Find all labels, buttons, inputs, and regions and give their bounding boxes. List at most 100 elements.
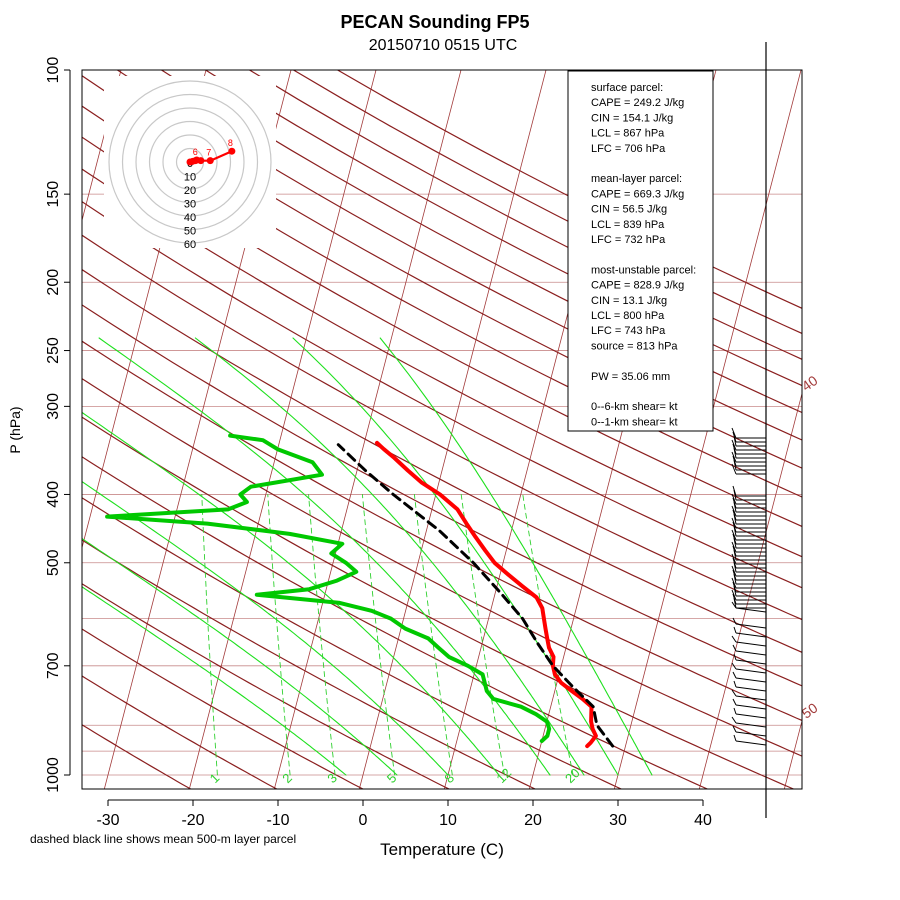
y-tick-label: 700 xyxy=(45,652,62,679)
stats-line: CAPE = 669.3 J/kg xyxy=(591,188,684,200)
stats-line: LFC = 743 hPa xyxy=(591,325,666,337)
stats-line: PW = 35.06 mm xyxy=(591,371,670,383)
wind-barb-flag xyxy=(731,427,737,439)
y-tick-label: 100 xyxy=(45,57,62,84)
y-tick-label: 1000 xyxy=(45,757,62,793)
x-tick-label: 40 xyxy=(694,812,712,829)
mixing-ratio-line xyxy=(201,494,218,776)
hodograph-ring xyxy=(148,120,232,204)
temperature-profile-line xyxy=(375,440,598,749)
moist-adiabat-line xyxy=(98,337,551,776)
hodograph-ring-label: 10 xyxy=(184,172,196,184)
stats-line: LFC = 732 hPa xyxy=(591,234,666,246)
hodograph-point-label: 6 xyxy=(193,147,198,157)
wind-barb-flag xyxy=(731,565,737,577)
wind-barb xyxy=(735,695,767,701)
wind-barb-flag xyxy=(731,577,737,589)
y-axis-label: P (hPa) xyxy=(7,406,23,453)
wind-barb-flag xyxy=(731,716,737,724)
stats-line: CIN = 56.5 J/kg xyxy=(591,204,667,216)
plot-frame xyxy=(81,69,803,790)
wind-barb-flag xyxy=(732,617,737,625)
x-axis-label: Temperature (C) xyxy=(380,840,504,859)
wind-barb-flag xyxy=(733,513,737,525)
stats-line: most-unstable parcel: xyxy=(591,264,696,276)
wind-barb-flag xyxy=(731,529,737,541)
wind-barb-flag xyxy=(733,680,737,688)
wind-barb-flag xyxy=(733,549,737,561)
hodograph-point xyxy=(197,157,205,165)
moist-adiabat-line xyxy=(82,480,449,776)
hodograph-point-label: 7 xyxy=(206,148,211,158)
hodograph-ring xyxy=(108,80,272,244)
wind-barb-flag xyxy=(733,489,737,501)
x-tick-label: -10 xyxy=(266,812,289,829)
hodograph-ring-label: 30 xyxy=(184,199,196,211)
dry-adiabat-line xyxy=(82,268,802,653)
moist-adiabat-line xyxy=(82,537,398,776)
mixing-ratio-line xyxy=(361,494,396,776)
stats-line: LCL = 800 hPa xyxy=(591,310,665,322)
sounding-profiles xyxy=(105,433,615,749)
stats-line: CIN = 13.1 J/kg xyxy=(591,295,667,307)
wind-barb-flag xyxy=(732,725,737,733)
moist-adiabat-line xyxy=(379,337,653,776)
y-tick-label: 400 xyxy=(45,481,62,508)
wind-barbs xyxy=(731,42,767,818)
mixing-ratio-line xyxy=(308,494,336,776)
hodograph-ring xyxy=(162,134,218,190)
wind-barb-flag xyxy=(733,653,737,661)
dry-adiabat-line xyxy=(82,136,802,528)
wind-barb-flag xyxy=(731,635,737,643)
wind-barb-flag xyxy=(731,662,737,670)
dry-adiabat-line xyxy=(82,583,451,789)
wind-barb xyxy=(735,704,767,710)
stats-line: LFC = 706 hPa xyxy=(591,143,666,155)
dry-adiabat-line xyxy=(82,234,802,621)
dry-adiabat-line xyxy=(82,340,802,722)
wind-barb-flag xyxy=(733,626,737,634)
dry-adiabat-line xyxy=(82,628,365,789)
wind-barb xyxy=(735,740,767,746)
isotherm-line xyxy=(273,70,462,789)
wind-barb xyxy=(735,623,767,629)
stats-line: LCL = 867 hPa xyxy=(591,128,665,140)
hodograph-ring xyxy=(135,107,245,217)
wind-barb xyxy=(735,677,767,683)
y-tick-label: 200 xyxy=(45,269,62,296)
hodograph-ring-label: 20 xyxy=(184,185,196,197)
x-tick-label: -30 xyxy=(96,812,119,829)
wind-barb-flag xyxy=(731,541,737,553)
dry-adiabat-line xyxy=(82,377,802,757)
wind-barb-flag xyxy=(731,589,737,601)
stats-line: CAPE = 828.9 J/kg xyxy=(591,280,684,292)
dry-adiabat-line xyxy=(82,497,623,789)
hodograph-point-label: 8 xyxy=(228,138,233,148)
wind-barb xyxy=(735,650,767,656)
moist-adiabat-line xyxy=(82,586,347,776)
wind-barb-flag xyxy=(731,493,737,505)
footnote: dashed black line shows mean 500-m layer… xyxy=(30,832,296,846)
wind-barb-flag xyxy=(731,451,737,463)
dry-adiabat-line xyxy=(82,724,192,789)
stats-line: CAPE = 249.2 J/kg xyxy=(591,97,684,109)
wind-barb-flag xyxy=(733,525,737,537)
hodograph-point xyxy=(206,157,214,165)
wind-barb-flag xyxy=(733,597,737,609)
x-tick-label: 10 xyxy=(439,812,457,829)
wind-barb-flag xyxy=(731,439,737,451)
wind-barb-flag xyxy=(733,734,737,742)
y-tick-label: 150 xyxy=(45,181,62,208)
stats-line: surface parcel: xyxy=(591,82,663,94)
wind-barb xyxy=(735,668,767,674)
wind-barb-flag xyxy=(733,435,737,447)
y-tick-label: 250 xyxy=(45,337,62,364)
wind-barb-flag xyxy=(731,517,737,529)
x-tick-label: -20 xyxy=(181,812,204,829)
x-axis: -30 -20 -10 0 10 20 30 40 xyxy=(96,799,712,829)
stats-line: 0--6-km shear= kt xyxy=(591,401,678,413)
wind-barb-flag xyxy=(733,573,737,585)
wind-barb xyxy=(735,641,767,647)
background-grid xyxy=(82,70,802,789)
